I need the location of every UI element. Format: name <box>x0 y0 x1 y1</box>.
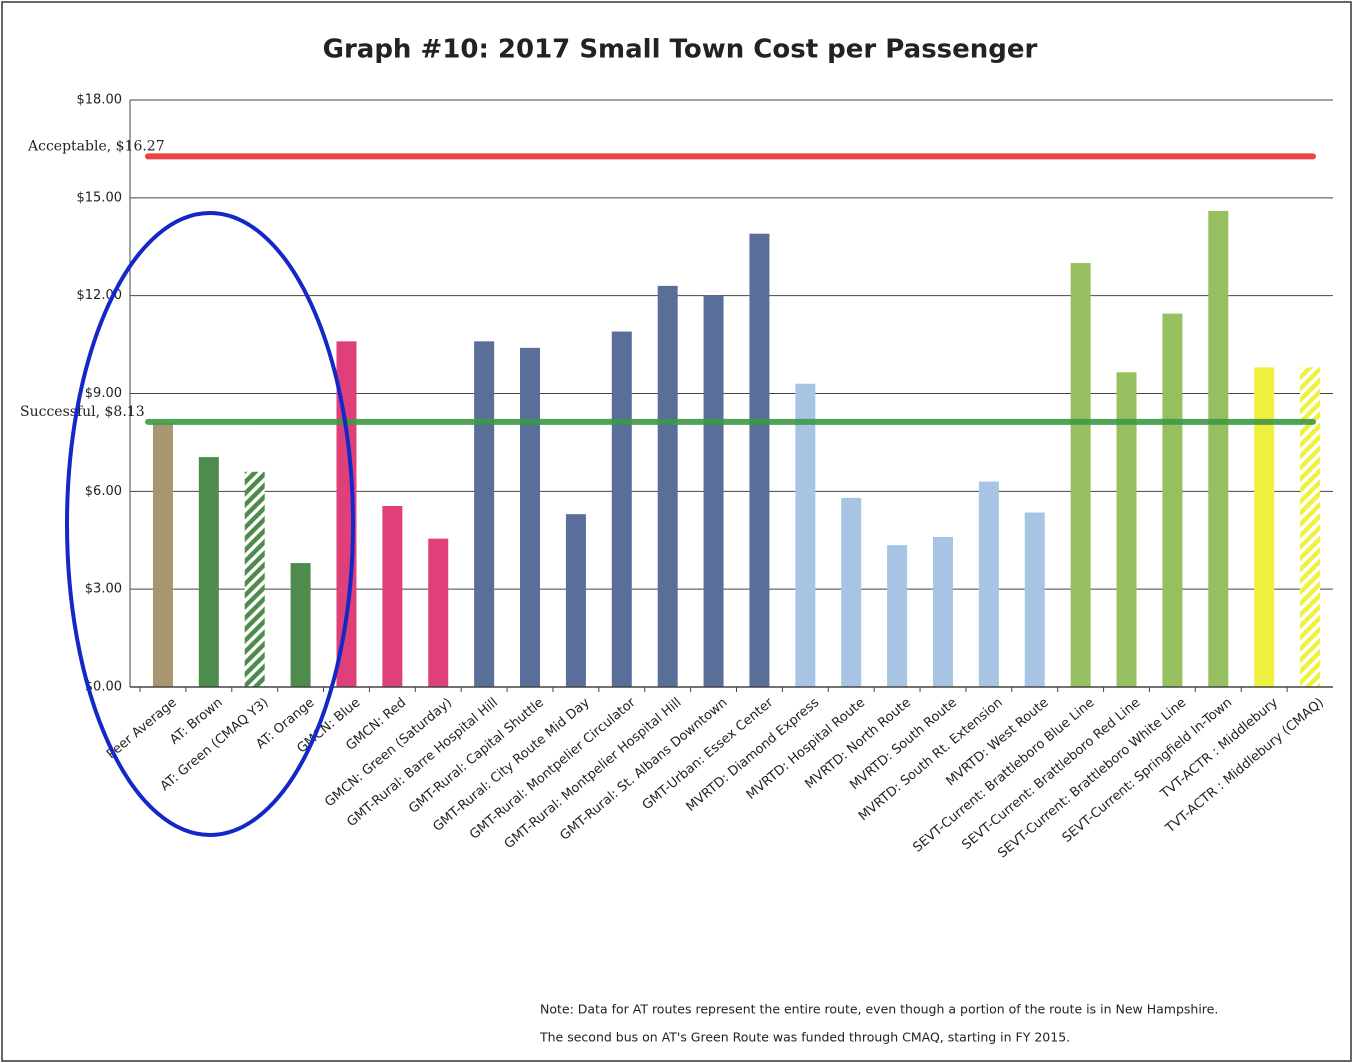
note: Note: Data for AT routes represent the e… <box>540 1002 1218 1017</box>
x-tick-label: GMT-Rural: Montpelier Circulator <box>467 695 639 843</box>
y-tick-label: $3.00 <box>85 582 122 597</box>
x-tick-label: Peer Average <box>104 695 180 762</box>
bar <box>520 347 541 687</box>
bar <box>290 563 311 687</box>
bar <box>841 497 862 687</box>
y-tick-label: $6.00 <box>85 484 122 499</box>
y-tick-label: $0.00 <box>85 680 122 695</box>
bar <box>152 422 173 687</box>
bar <box>703 295 724 687</box>
x-tick-label: GMT-Rural: St. Albans Downtown <box>557 695 730 843</box>
bar <box>749 233 770 687</box>
bar <box>1162 313 1183 687</box>
bar <box>978 481 999 687</box>
bar <box>932 536 953 687</box>
reference-label: Acceptable, $16.27 <box>27 138 165 154</box>
bar <box>887 545 908 687</box>
bar <box>244 471 265 687</box>
chart-title: Graph #10: 2017 Small Town Cost per Pass… <box>323 35 1038 65</box>
bar <box>198 457 219 687</box>
bar <box>611 331 632 687</box>
bar <box>1024 512 1045 687</box>
bar <box>336 341 357 687</box>
bar <box>382 506 403 687</box>
bar <box>1116 372 1137 687</box>
bar <box>1070 263 1091 687</box>
y-tick-label: $9.00 <box>85 386 122 401</box>
bar <box>474 341 495 687</box>
bar <box>657 285 678 687</box>
bar <box>428 538 449 687</box>
note: The second bus on AT's Green Route was f… <box>539 1030 1070 1045</box>
y-tick-label: $18.00 <box>77 93 123 108</box>
y-tick-label: $15.00 <box>77 190 123 205</box>
x-tick-label: SEVT-Current: Springfield In-Town <box>1060 695 1235 846</box>
bar <box>795 383 816 687</box>
highlight-ellipse <box>65 211 355 837</box>
reference-label: Successful, $8.13 <box>20 404 145 420</box>
bar <box>1300 367 1321 687</box>
bar <box>1254 367 1275 687</box>
bar <box>1208 210 1229 687</box>
bar <box>565 514 586 687</box>
